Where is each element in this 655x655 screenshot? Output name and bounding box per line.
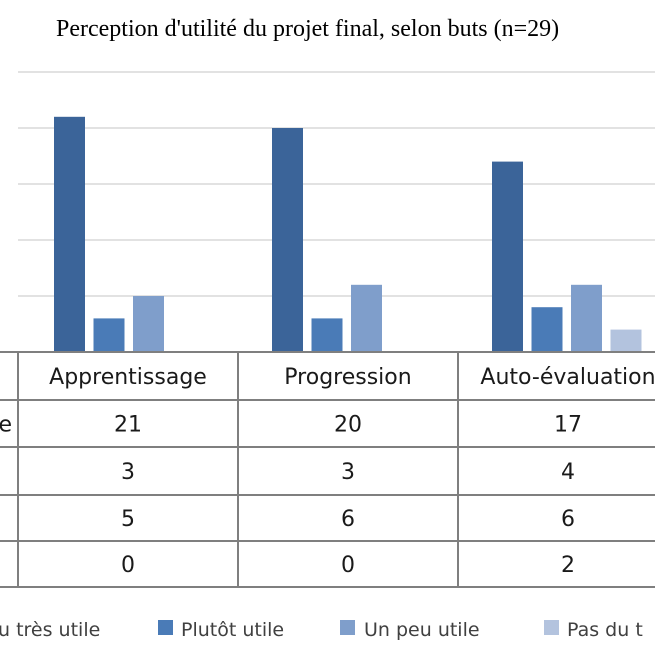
bar-auto-évaluation-s1 [492,161,523,352]
table-cell-s1-c3: 17 [554,413,582,438]
legend-swatch-s2 [158,620,173,635]
bars [54,116,642,352]
table-row-stub: e [0,413,12,438]
table-cell-s3-c2: 6 [341,507,355,532]
bar-auto-évaluation-s4 [610,329,642,352]
table-cell-s4-c1: 0 [121,553,135,578]
table-cell-s1-c2: 20 [334,413,362,438]
table-header-2: Progression [284,365,411,390]
bar-progression-s2 [311,318,343,352]
table-cell-s2-c2: 3 [341,460,355,485]
table-cell-s1-c1: 21 [114,413,142,438]
legend-swatch-s4 [544,620,559,635]
table-cell-s2-c1: 3 [121,460,135,485]
table-cell-s4-c2: 0 [341,553,355,578]
gridlines [18,71,655,297]
bar-apprentissage-s3 [133,296,164,352]
table-cell-s3-c3: 6 [561,507,575,532]
bar-progression-s1 [272,128,303,352]
table-header-1: Apprentissage [49,365,207,390]
table-cell-s4-c3: 2 [561,553,575,578]
chart-title: Perception d'utilité du projet final, se… [56,16,559,42]
bar-apprentissage-s1 [54,116,85,352]
table-cell-s3-c1: 5 [121,507,135,532]
legend-label-s1: u très utile [0,619,100,641]
table-header-3: Auto-évaluation [480,365,655,390]
legend-label-s2: Plutôt utile [181,619,284,641]
legend-label-s4: Pas du t [567,619,643,641]
bar-progression-s3 [351,284,382,352]
bar-auto-évaluation-s3 [571,284,602,352]
legend: u très utile Plutôt utile Un peu utile Pas … [0,619,643,641]
data-table: Apprentissage Progression Auto-évaluation e… [0,351,655,588]
legend-swatch-s3 [340,620,355,635]
bar-apprentissage-s2 [93,318,125,352]
table-cell-s2-c3: 4 [561,460,575,485]
legend-label-s3: Un peu utile [364,619,480,641]
bar-auto-évaluation-s2 [531,307,563,352]
